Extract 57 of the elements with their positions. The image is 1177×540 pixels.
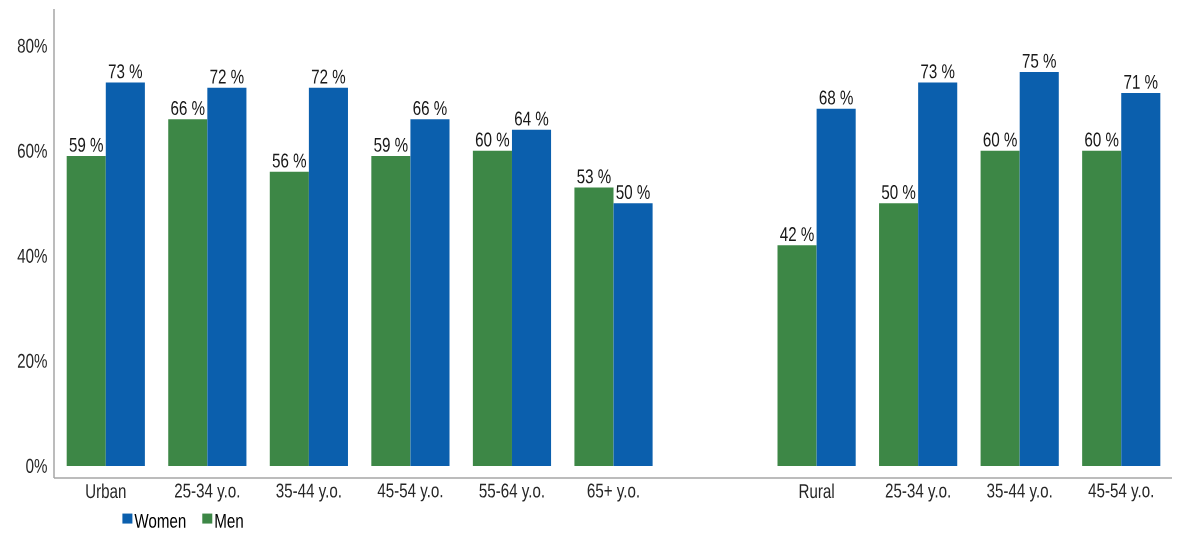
legend-label: Women (134, 513, 186, 528)
bar (918, 82, 958, 466)
bar (816, 108, 856, 466)
bar (511, 129, 552, 466)
legend-label: Men (215, 513, 243, 528)
bar (777, 245, 817, 466)
data-label: 50 % (881, 185, 916, 200)
data-label: 71 % (1124, 74, 1158, 89)
y-tick-label: 0% (26, 458, 47, 473)
bar (371, 156, 411, 466)
bar (1019, 72, 1059, 466)
data-label: 75 % (1022, 53, 1056, 68)
x-tick-label: 35-44 y.o. (987, 483, 1052, 502)
x-tick-label: 25-34 y.o. (885, 483, 950, 502)
x-tick-label: 45-54 y.o. (1088, 483, 1153, 502)
data-label: 56 % (272, 153, 307, 168)
x-tick-label: 55-64 y.o. (479, 483, 544, 502)
bar (410, 119, 450, 466)
data-label: 73 % (921, 64, 955, 79)
data-label: 64 % (515, 111, 549, 126)
bar (66, 156, 106, 466)
y-tick-label: 40% (17, 248, 47, 263)
data-label: 50 % (616, 185, 650, 200)
x-tick-label: 25-34 y.o. (174, 483, 240, 502)
data-label: 73 % (108, 64, 143, 79)
data-label: 59 % (69, 137, 103, 152)
y-tick-label: 80% (17, 38, 47, 53)
data-label: 68 % (819, 90, 853, 105)
bar (269, 171, 309, 466)
x-tick-label: 65+ y.o. (587, 483, 639, 502)
bar (1082, 150, 1122, 466)
data-label: 53 % (577, 169, 611, 184)
data-label: 60 % (475, 132, 510, 147)
bar (308, 87, 348, 466)
data-label: 66 % (171, 100, 205, 116)
bar (105, 82, 145, 466)
bar (1121, 93, 1161, 466)
x-tick-label: 35-44 y.o. (276, 483, 341, 502)
data-label: 59 % (374, 137, 408, 152)
bar (207, 87, 247, 466)
y-tick-label: 20% (17, 353, 47, 368)
data-label: 66 % (413, 100, 447, 116)
bar (980, 150, 1020, 466)
bar (613, 203, 653, 466)
x-tick-label: Rural (799, 483, 834, 499)
data-label: 60 % (983, 132, 1017, 147)
data-label: 72 % (210, 69, 244, 84)
bar (472, 150, 512, 466)
bar (168, 119, 208, 466)
y-tick-label: 60% (17, 143, 47, 158)
data-label: 60 % (1085, 132, 1119, 147)
x-tick-label: 45-54 y.o. (377, 483, 443, 502)
x-tick-label: Urban (86, 483, 126, 499)
bar (574, 187, 614, 466)
bar (879, 203, 919, 466)
data-label: 72 % (311, 69, 346, 84)
data-label: 42 % (780, 227, 814, 242)
